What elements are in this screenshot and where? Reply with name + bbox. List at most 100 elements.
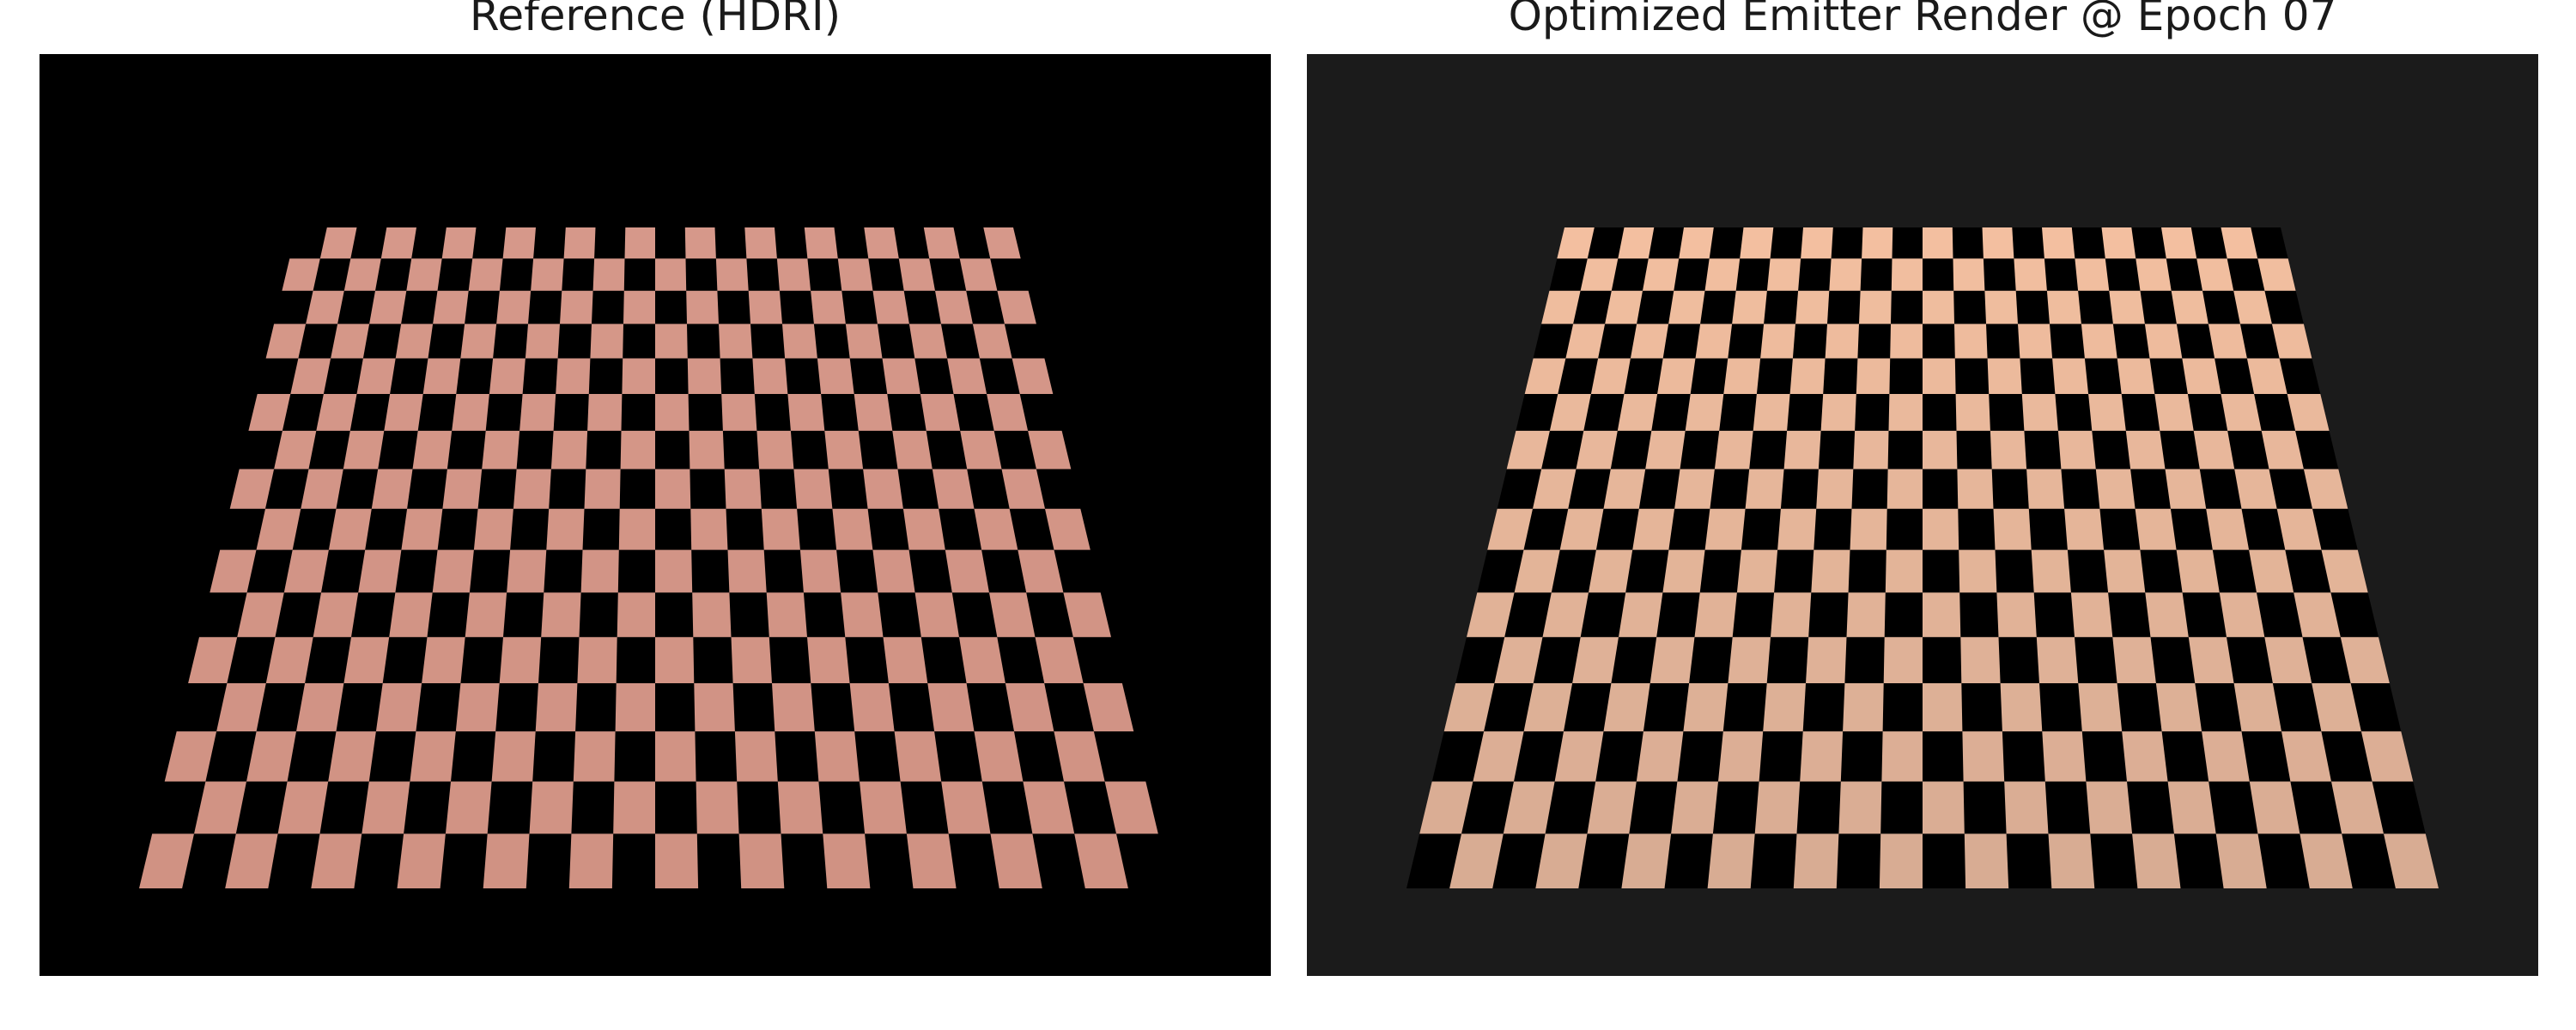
checker-tile	[139, 833, 194, 888]
checker-tile	[473, 508, 513, 550]
checker-tile	[724, 469, 762, 509]
checker-tile	[655, 833, 699, 888]
checker-tile	[972, 324, 1012, 359]
checker-tile	[696, 781, 739, 834]
checker-tile	[356, 358, 396, 394]
checker-tile	[1683, 683, 1728, 732]
checker-tile	[384, 394, 423, 431]
checker-tile	[1883, 637, 1923, 683]
checker-tile	[2154, 394, 2194, 431]
checker-tile	[1554, 731, 1604, 782]
checker-tile	[2057, 430, 2096, 470]
checker-tile	[445, 781, 492, 834]
checker-tile	[1674, 469, 1715, 509]
checker-tile	[1923, 781, 1965, 834]
checker-tile	[460, 324, 497, 359]
checker-tile	[804, 227, 838, 259]
checker-tile	[617, 592, 655, 638]
checker-tile	[229, 469, 275, 509]
checker-tile	[1467, 592, 1515, 638]
checker-tile	[1449, 833, 1504, 888]
checker-tile	[1745, 469, 1784, 509]
checker-tile	[513, 469, 551, 509]
checker-tile	[687, 358, 722, 394]
checker-tile	[369, 290, 407, 324]
optimized-panel-title: Optimized Emitter Render @ Epoch 07	[1508, 0, 2337, 40]
checker-tile	[2046, 290, 2081, 324]
checker-tile	[343, 258, 381, 291]
checker-tile	[1643, 258, 1680, 291]
checker-tile	[311, 833, 362, 888]
checker-tile	[2303, 469, 2348, 509]
checker-tile	[1707, 833, 1755, 888]
checker-tile	[2193, 430, 2235, 470]
checker-tile	[1923, 683, 1963, 732]
checker-tile	[1576, 430, 1618, 470]
checker-tile	[2021, 394, 2058, 431]
checker-tile	[1793, 833, 1839, 888]
checker-tile	[2064, 508, 2105, 550]
checker-tile	[1603, 683, 1650, 732]
checker-tile	[987, 394, 1029, 431]
checker-tile	[2048, 833, 2095, 888]
checker-tile	[872, 290, 909, 324]
checker-tile	[1728, 637, 1771, 683]
checker-tile	[452, 394, 489, 431]
checker-tile	[401, 508, 443, 550]
checker-tile	[694, 683, 735, 732]
checker-tile	[1777, 508, 1817, 550]
checker-tile	[945, 549, 989, 593]
checker-tile	[756, 430, 794, 470]
checker-tile	[2234, 469, 2277, 509]
checker-tile	[1649, 637, 1695, 683]
checker-tile	[1953, 258, 1985, 291]
checker-tile	[1955, 394, 1990, 431]
checker-tile	[1541, 290, 1581, 324]
reference-render-panel	[39, 54, 1271, 976]
reference-render-image	[39, 54, 1271, 976]
checker-tile	[1760, 324, 1795, 359]
checker-tile	[1984, 290, 2018, 324]
checker-tile	[1619, 592, 1663, 638]
checker-tile	[389, 592, 433, 638]
checker-tile	[882, 358, 920, 394]
checker-tile	[1005, 683, 1054, 732]
checker-tile	[1636, 731, 1684, 782]
checker-tile	[1704, 258, 1741, 291]
checker-tile	[692, 592, 732, 638]
checker-tile	[618, 508, 655, 550]
checker-tile	[2246, 358, 2287, 394]
checker-tile	[2233, 683, 2281, 732]
checker-tile	[787, 394, 825, 431]
checker-tile	[560, 290, 593, 324]
checker-tile	[455, 683, 500, 732]
checker-tile	[2136, 258, 2172, 291]
checker-tile	[2014, 258, 2047, 291]
checker-tile	[2125, 430, 2166, 470]
checker-tile	[546, 508, 585, 550]
checker-tile	[1657, 358, 1696, 394]
checker-tile	[1028, 430, 1072, 470]
checker-tile	[734, 731, 778, 782]
checker-tile	[1736, 549, 1778, 593]
checker-tile	[1838, 781, 1882, 834]
checker-tile	[837, 258, 873, 291]
checker-tile	[277, 781, 329, 834]
checker-tile	[433, 290, 469, 324]
checker-tile	[1559, 508, 1604, 550]
checker-tile	[1542, 592, 1589, 638]
checker-tile	[1923, 290, 1954, 324]
checker-tile	[620, 430, 655, 470]
checker-tile	[2215, 833, 2267, 888]
checker-tile	[1923, 508, 1959, 550]
checker-tile	[483, 833, 530, 888]
checker-tile	[290, 358, 331, 394]
checker-tile	[194, 781, 246, 834]
checker-tile	[1001, 469, 1045, 509]
checker-tile	[1506, 430, 1550, 470]
checker-tile	[1766, 258, 1801, 291]
checker-tile	[2249, 549, 2294, 593]
checker-tile	[1603, 469, 1646, 509]
checker-tile	[1679, 227, 1714, 259]
checker-tile	[2384, 833, 2439, 888]
